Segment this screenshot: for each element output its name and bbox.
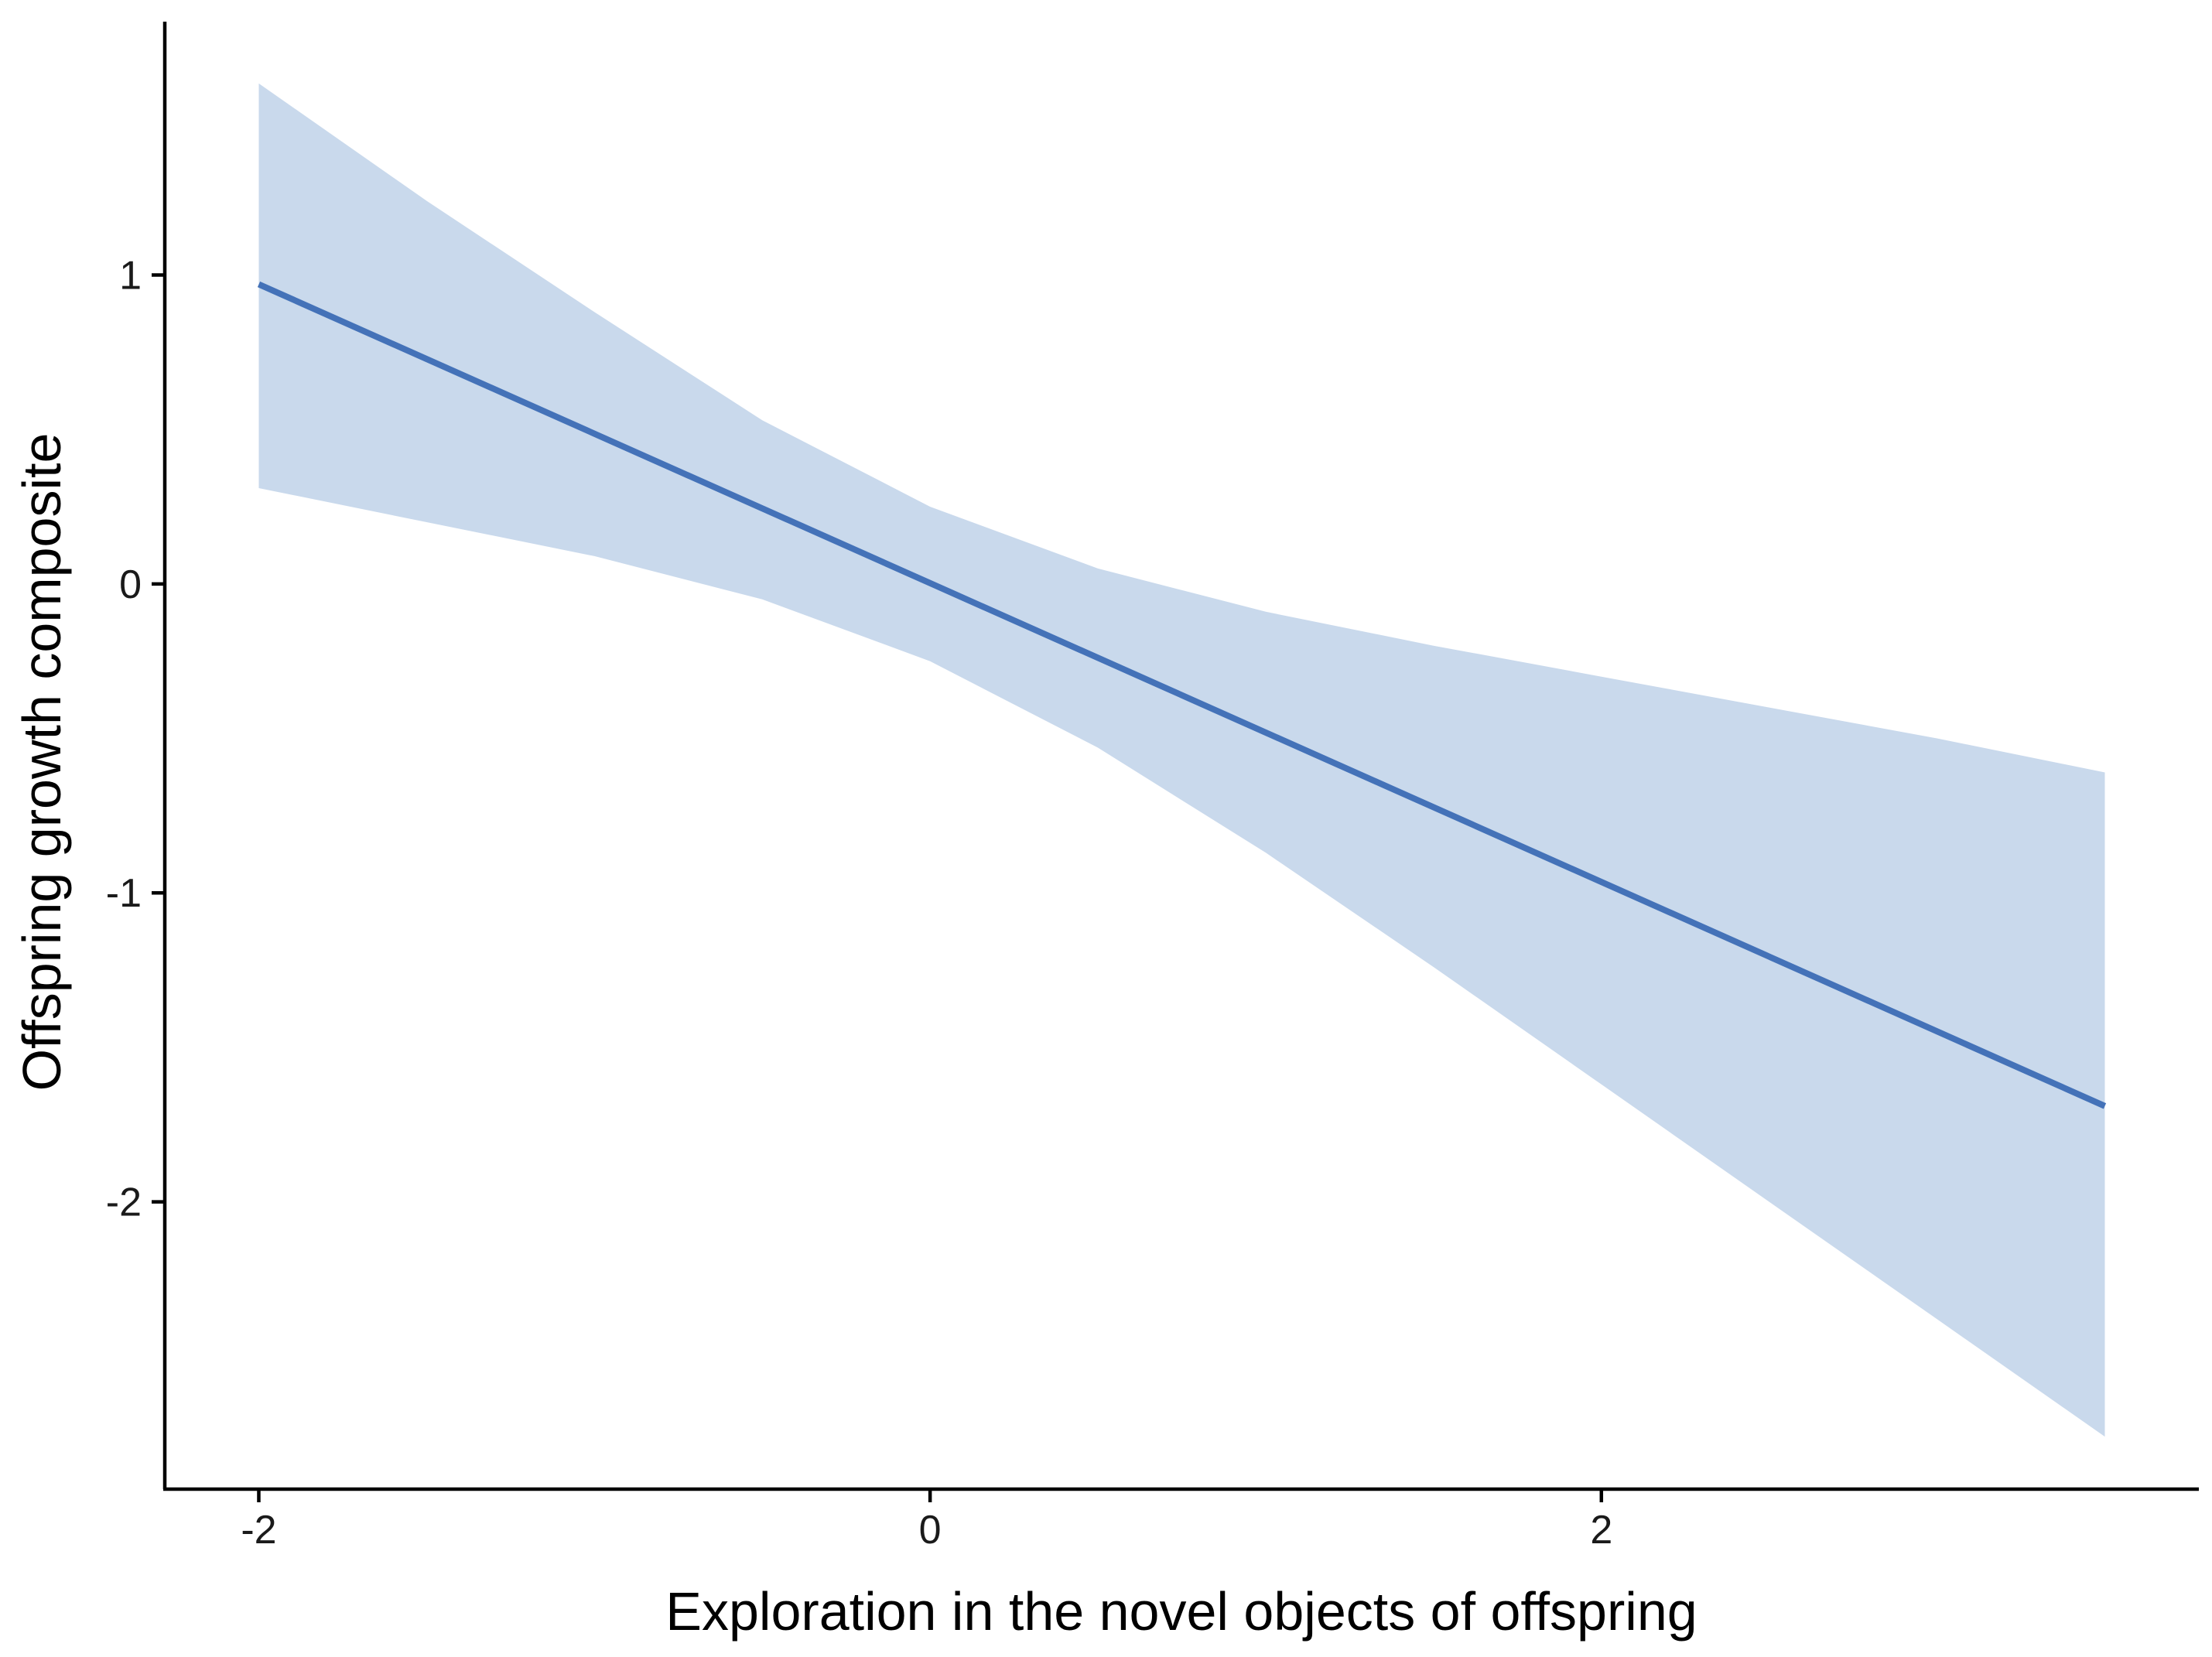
x-tick-label: -2 [241, 1508, 276, 1553]
y-tick-label: -1 [106, 871, 142, 916]
y-tick-label: -2 [106, 1180, 142, 1225]
plot-area [257, 83, 2107, 1437]
y-tick-label: 0 [119, 562, 142, 607]
axes: -2 0 2 -2 -1 0 1 [106, 22, 2199, 1553]
y-axis-title: Offspring growth composite [12, 433, 72, 1092]
x-axis-title: Exploration in the novel objects of offs… [665, 1581, 1697, 1642]
fit-line [257, 281, 2107, 1109]
x-tick-label: 0 [919, 1508, 942, 1553]
y-tick-label: 1 [119, 253, 142, 298]
x-tick-label: 2 [1590, 1508, 1612, 1553]
confidence-band [258, 83, 2105, 1437]
